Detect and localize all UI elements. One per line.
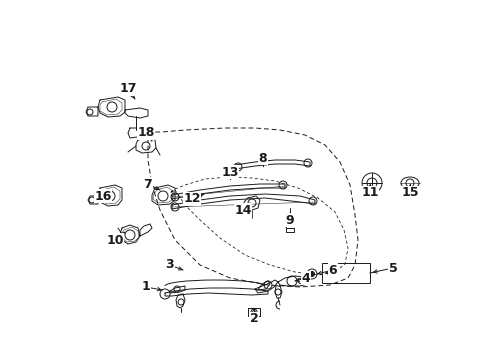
Text: 12: 12 xyxy=(183,193,201,206)
Text: 8: 8 xyxy=(258,152,267,165)
Text: 6: 6 xyxy=(328,264,337,276)
Text: 1: 1 xyxy=(142,280,150,293)
Text: 16: 16 xyxy=(94,189,111,202)
Circle shape xyxy=(309,271,314,276)
Text: 11: 11 xyxy=(361,186,378,199)
Text: 7: 7 xyxy=(143,177,152,190)
Text: 17: 17 xyxy=(119,82,137,95)
Text: 18: 18 xyxy=(137,126,154,139)
Text: 5: 5 xyxy=(388,261,397,274)
Text: 14: 14 xyxy=(234,203,251,216)
Text: 10: 10 xyxy=(106,234,123,247)
Bar xyxy=(321,263,369,283)
Text: 2: 2 xyxy=(249,312,258,325)
Text: 9: 9 xyxy=(285,213,294,226)
Text: 3: 3 xyxy=(165,258,174,271)
Text: 15: 15 xyxy=(401,186,418,199)
Text: 13: 13 xyxy=(221,166,238,179)
Text: 4: 4 xyxy=(301,271,310,284)
